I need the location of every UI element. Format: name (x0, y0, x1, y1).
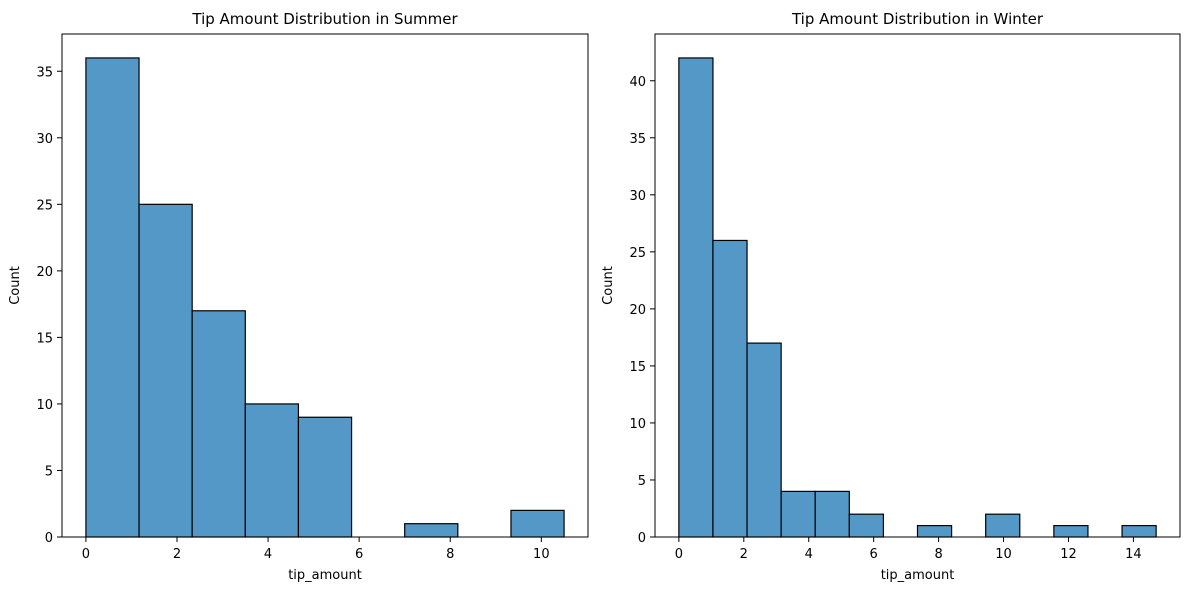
summer-y-tick-label: 15 (36, 331, 53, 346)
summer-chart-title: Tip Amount Distribution in Summer (191, 10, 458, 28)
winter-x-ticks: 0 2 4 6 8 10 12 14 (675, 537, 1142, 562)
summer-y-axis-label: Count (8, 266, 23, 305)
summer-x-tick-label: 4 (264, 547, 272, 562)
winter-x-tick-label: 8 (934, 547, 942, 562)
winter-x-tick-label: 2 (740, 547, 748, 562)
summer-bar (191, 310, 246, 538)
winter-x-tick-label: 6 (870, 547, 878, 562)
winter-y-tick-label: 35 (629, 132, 646, 147)
summer-x-axis-label: tip_amount (288, 568, 362, 583)
summer-y-tick-label: 35 (36, 65, 53, 80)
summer-axes-frame (61, 33, 589, 538)
winter-histogram: 0 2 4 6 8 10 12 14 0 5 10 15 20 25 30 35 40 Tip Amount … (601, 10, 1181, 583)
winter-x-tick-label: 4 (805, 547, 813, 562)
winter-y-tick-label: 25 (629, 246, 646, 261)
winter-y-tick-label: 20 (629, 303, 646, 318)
winter-bar (985, 513, 1021, 538)
winter-bars (678, 57, 1157, 538)
winter-x-tick-label: 0 (675, 547, 683, 562)
summer-x-tick-label: 0 (82, 547, 90, 562)
summer-x-tick-label: 6 (355, 547, 363, 562)
winter-bar (814, 490, 850, 538)
summer-bars (85, 57, 565, 538)
winter-bar (916, 524, 953, 538)
summer-bar (85, 57, 140, 538)
winter-y-axis-label: Count (601, 266, 616, 305)
summer-x-ticks: 0 2 4 6 8 10 (82, 537, 550, 562)
summer-x-tick-label: 10 (533, 547, 550, 562)
winter-bar (780, 490, 816, 538)
winter-bar (1053, 524, 1089, 538)
summer-x-tick-label: 8 (446, 547, 454, 562)
winter-x-tick-label: 10 (995, 547, 1012, 562)
summer-y-tick-label: 30 (36, 132, 53, 147)
winter-chart-title: Tip Amount Distribution in Winter (791, 10, 1044, 28)
summer-y-tick-label: 0 (45, 531, 53, 546)
summer-bar (297, 416, 353, 538)
summer-bar (244, 403, 300, 538)
summer-histogram: 0 2 4 6 8 10 0 5 10 15 20 25 30 35 Tip Amount Distri… (8, 10, 589, 583)
summer-y-ticks: 0 5 10 15 20 25 30 35 (36, 65, 62, 546)
summer-x-tick-label: 2 (173, 547, 181, 562)
winter-bar (678, 57, 714, 538)
winter-y-tick-label: 30 (629, 189, 646, 204)
winter-y-tick-label: 5 (638, 474, 646, 489)
winter-bar (746, 342, 782, 538)
summer-y-tick-label: 25 (36, 198, 53, 213)
winter-y-tick-label: 40 (629, 75, 646, 90)
winter-bar (712, 239, 748, 538)
summer-bar (138, 203, 193, 538)
winter-y-tick-label: 0 (638, 531, 646, 546)
winter-y-tick-label: 10 (629, 417, 646, 432)
winter-x-axis-label: tip_amount (881, 568, 955, 583)
winter-bar (848, 513, 885, 538)
winter-y-ticks: 0 5 10 15 20 25 30 35 40 (629, 75, 655, 546)
winter-y-tick-label: 15 (629, 360, 646, 375)
winter-x-tick-label: 12 (1060, 547, 1077, 562)
summer-y-tick-label: 5 (45, 464, 53, 479)
summer-y-tick-label: 20 (36, 265, 53, 280)
winter-bar (1121, 524, 1157, 538)
winter-axes-frame (654, 33, 1181, 538)
winter-x-tick-label: 14 (1125, 547, 1142, 562)
summer-bar (510, 509, 565, 538)
summer-y-tick-label: 10 (36, 398, 53, 413)
summer-bar (404, 523, 459, 538)
